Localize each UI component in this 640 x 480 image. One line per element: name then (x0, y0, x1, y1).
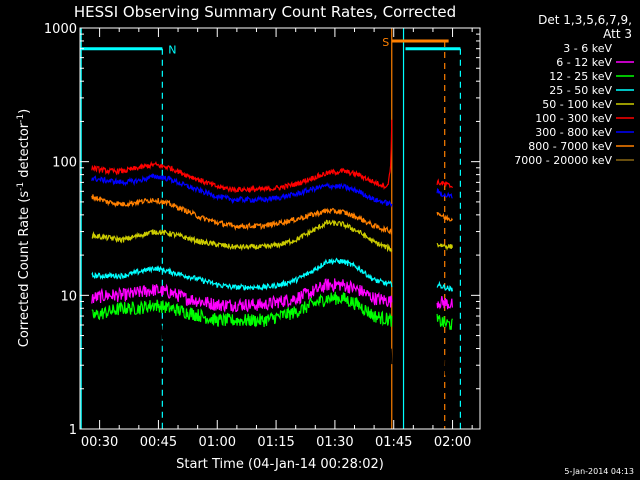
legend-entry-label: 100 - 300 keV (535, 112, 612, 125)
y-tick-label: 100 (52, 156, 77, 171)
legend-entry-label: 7000 - 20000 keV (514, 154, 612, 167)
series-line (436, 242, 453, 251)
legend-entry-label: 25 - 50 keV (549, 84, 612, 97)
series-line (436, 295, 453, 310)
x-tick-label: 01:45 (375, 435, 412, 450)
series-line (436, 344, 453, 376)
y-tick-label: 1000 (44, 22, 77, 37)
series-line (91, 278, 393, 313)
series-line (436, 178, 453, 189)
x-tick-label: 01:15 (257, 435, 294, 450)
x-tick-label: 01:30 (316, 435, 353, 450)
series-line (436, 313, 453, 330)
series-line (91, 194, 393, 235)
series-line (91, 257, 393, 291)
legend-entry-label: 12 - 25 keV (549, 70, 612, 83)
series-line (91, 310, 393, 391)
series-line (436, 211, 453, 222)
y-axis-label: Corrected Count Rate (s-1 detector-1) (16, 109, 32, 347)
series-line (91, 119, 393, 194)
legend-title-line2: Att 3 (603, 27, 632, 41)
y-tick-label: 10 (60, 289, 77, 304)
plot-area: NS (80, 28, 461, 429)
series-line (91, 291, 393, 328)
legend-entry-label: 300 - 800 keV (535, 126, 612, 139)
plot-frame (79, 27, 481, 430)
x-axis-label: Start Time (04-Jan-14 00:28:02) (176, 457, 384, 472)
y-tick-label: 1 (69, 423, 77, 438)
series-line (436, 280, 453, 293)
series-line (436, 188, 453, 199)
flag-label: N (168, 44, 176, 57)
flag-label: S (382, 36, 389, 49)
series-line (91, 219, 393, 253)
legend-title-line1: Det 1,3,5,6,7,9, (538, 13, 632, 27)
y-axis-ticks: 1 10 100 1000 (44, 22, 480, 438)
legend-entry-label: 3 - 6 keV (563, 42, 612, 55)
legend-entry-label: 6 - 12 keV (556, 56, 612, 69)
x-tick-label: 02:00 (434, 435, 471, 450)
legend-entry-label: 800 - 7000 keV (528, 140, 612, 153)
x-tick-label: 01:00 (199, 435, 236, 450)
x-axis-ticks: 00:30 00:45 01:00 01:15 01:30 01:45 02:00 (81, 28, 473, 450)
legend-entry-label: 50 - 100 keV (542, 98, 612, 111)
footer-timestamp: 5-Jan-2014 04:13 (564, 467, 634, 476)
x-tick-label: 00:45 (140, 435, 177, 450)
x-tick-label: 00:30 (81, 435, 118, 450)
series-line (91, 173, 393, 208)
chart-title: HESSI Observing Summary Count Rates, Cor… (74, 3, 456, 21)
